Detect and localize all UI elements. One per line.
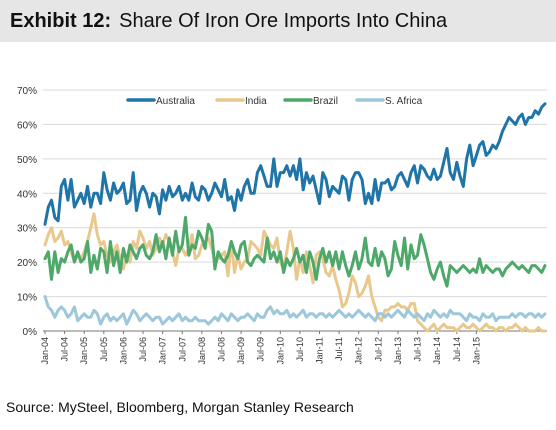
y-tick-label: 10%: [17, 293, 37, 304]
x-tick-label: Jan-11: [315, 337, 325, 364]
y-tick-label: 70%: [17, 86, 37, 97]
x-tick-label: Jul-06: [138, 337, 148, 362]
x-tick-label: Jul-10: [295, 337, 305, 362]
x-tick-label: Jul-14: [452, 337, 462, 362]
y-axis-ticks: 0% 10% 20% 30% 40% 50% 60% 70%: [17, 86, 37, 338]
x-tick-label: Jan-05: [79, 337, 89, 365]
x-tick-label: Jul-08: [216, 337, 226, 362]
source-note: Source: MySteel, Bloomberg, Morgan Stanl…: [6, 399, 354, 415]
y-tick-label: 30%: [17, 224, 37, 235]
x-tick-label: Jul-09: [256, 337, 266, 362]
x-tick-label: Jul-04: [60, 337, 70, 362]
x-tick-label: Jul-05: [99, 337, 109, 362]
series-line-brazil: [43, 215, 547, 288]
y-tick-label: 40%: [17, 189, 37, 200]
x-tick-label: Jul-13: [413, 337, 423, 362]
legend-label: S. Africa: [385, 96, 423, 107]
exhibit-label: Exhibit 12:: [10, 10, 112, 32]
series-lines: [43, 102, 547, 333]
x-tick-label: Jul-11: [334, 337, 344, 361]
y-tick-label: 0%: [23, 327, 38, 338]
y-tick-label: 50%: [17, 155, 37, 166]
x-tick-label: Jul-07: [177, 337, 187, 362]
x-tick-label: Jul-12: [373, 337, 383, 362]
x-tick-label: Jan-07: [158, 337, 168, 365]
legend-label: India: [245, 96, 267, 107]
series-line-s-africa: [43, 295, 547, 326]
y-tick-label: 60%: [17, 120, 37, 131]
x-tick-label: Jan-13: [393, 337, 403, 365]
x-tick-label: Jan-14: [432, 337, 442, 365]
series-line-australia: [43, 102, 547, 226]
legend: Australia India Brazil S. Africa: [126, 96, 423, 107]
exhibit-title: Exhibit 12: Share Of Iron Ore Imports Int…: [10, 0, 447, 42]
legend-label: Australia: [156, 96, 195, 107]
y-tick-label: 20%: [17, 258, 37, 269]
legend-label: Brazil: [313, 96, 338, 107]
x-tick-label: Jan-08: [197, 337, 207, 365]
x-tick-label: Jan-06: [118, 337, 128, 365]
chart-title: Share Of Iron Ore Imports Into China: [119, 10, 448, 32]
chart: 0%10%20%30%40%50%60%70% Jan-04 Jul-04 Jan-…: [17, 86, 547, 365]
x-tick-label: Jan-04: [40, 337, 50, 365]
x-axis-ticks: Jan-04 Jul-04 Jan-05 Jul-05 Jan-06 Jul-06 Jan-…: [40, 331, 481, 365]
x-tick-label: Jan-10: [275, 337, 285, 365]
x-tick-label: Jan-12: [354, 337, 364, 365]
x-tick-label: Jan-09: [236, 337, 246, 365]
exhibit-header: Exhibit 12: Share Of Iron Ore Imports Int…: [0, 0, 556, 42]
x-tick-label: Jan-15: [471, 337, 481, 365]
